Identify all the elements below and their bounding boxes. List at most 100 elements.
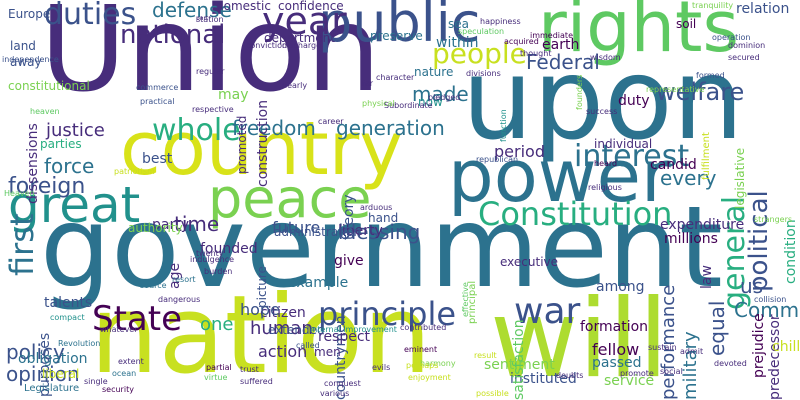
word-contributed: contributed [400,323,447,332]
word-perhaps: perhaps [406,361,439,370]
word-sea: sea [448,17,469,31]
word-nation: nation [90,273,432,398]
word-function: function [499,109,508,142]
word-promote: promote [620,369,654,378]
word-chill: chill [772,339,800,355]
word-enjoyment: enjoyment [408,373,451,382]
word-party: party [152,217,189,233]
word-satisfaction: satisfaction [511,319,527,400]
word-founded: founded [200,241,258,257]
word-peace: peace [208,167,372,230]
word-confidence: confidence [278,0,344,13]
word-military: military [680,331,701,400]
word-security: security [102,385,134,394]
word-human: human [250,318,313,339]
word-duty: duty [618,93,650,109]
word-federal: Federal [526,50,600,74]
word-burden: burden [204,267,233,276]
word-whole: whole [152,113,241,148]
word-prejudice: prejudice [751,313,767,378]
word-subordinate: Subordinate [384,101,433,110]
word-success: success [586,107,618,116]
word-predecessor: predecessor [767,314,783,400]
word-country: country [120,106,403,192]
word-admit: admit [680,347,704,356]
word-founders: founders [575,74,584,110]
word-instituted: instituted [510,371,577,387]
word-passed: passed [592,355,642,371]
word-future: future [272,218,321,237]
word-fellow: fellow [592,340,640,359]
word-earth: earth [542,37,580,53]
word-policy: policy [6,340,65,364]
word-defense: defense [152,0,232,22]
word-millions: millions [664,231,718,247]
word-speculation: speculation [458,27,505,36]
word-dominion: dominion [728,41,766,50]
word-trust: trust [240,365,259,374]
word-station: station [196,15,224,24]
word-foreign: foreign [8,174,86,199]
word-result: result [474,351,497,360]
word-liberal: liberal [42,367,80,381]
word-us: us [740,274,764,298]
word-justice: justice [46,120,105,141]
word-talents: talents [44,295,93,311]
word-made: made [412,82,469,106]
word-sentiment: sentiment [484,357,555,373]
word-action: action [258,342,308,361]
word-promoted: promoted [235,115,249,174]
word-part: part [196,15,209,22]
word-possible: possible [476,389,509,398]
word-devoted: devoted [714,359,747,368]
word-nature: nature [414,65,454,79]
word-interest: interest [574,139,690,174]
word-period: period [494,142,545,161]
word-power: power [448,134,671,218]
word-condition: condition [783,219,799,284]
word-domestic: domestic [216,0,271,13]
word-common: Common [734,298,800,322]
word-collision: collision [754,295,787,304]
word-strangers: strangers [754,215,793,224]
word-great: great [8,176,141,234]
word-suffered: suffered [240,377,273,386]
word-dangerous: dangerous [158,295,201,304]
word-commerce: commerce [136,83,179,92]
word-administration: administration [274,225,362,239]
word-will: will [490,277,669,400]
word-union: Union [40,0,381,118]
word-constitutional: constitutional [8,79,90,93]
word-revolution: Revolution [58,339,101,348]
word-service: service [604,373,655,389]
word-blessing: blessing [338,220,421,244]
word-doubts: doubts [556,371,584,380]
word-called: called [296,341,320,350]
word-law: law [699,265,715,289]
word-religious: religious [588,183,622,192]
word-various: various [320,389,350,398]
word-independence: independence [2,55,59,64]
word-preserve: preserve [370,29,423,43]
word-obligation: obligation [18,351,88,367]
word-parties: parties [40,137,82,151]
word-discharge: discharge [282,41,321,50]
word-away: away [10,55,42,69]
word-year: year [262,0,347,43]
word-single: single [84,377,108,386]
word-whatever: whatever [100,325,138,334]
word-harmony: harmony [420,359,456,368]
word-respect: respect [318,329,371,345]
word-first: first [3,213,41,276]
word-sustain: sustain [648,343,677,352]
word-among: among [596,279,645,295]
word-effective: effective [461,282,470,317]
word-republican: republican [476,155,519,164]
word-divisions: divisions [466,69,501,78]
word-example: example [288,275,349,291]
word-thought: thought [520,49,552,58]
word-now: now [418,95,443,109]
word-generation: generation [336,116,445,140]
word-equal: equal [705,300,729,357]
word-conviction: conviction [246,41,288,50]
